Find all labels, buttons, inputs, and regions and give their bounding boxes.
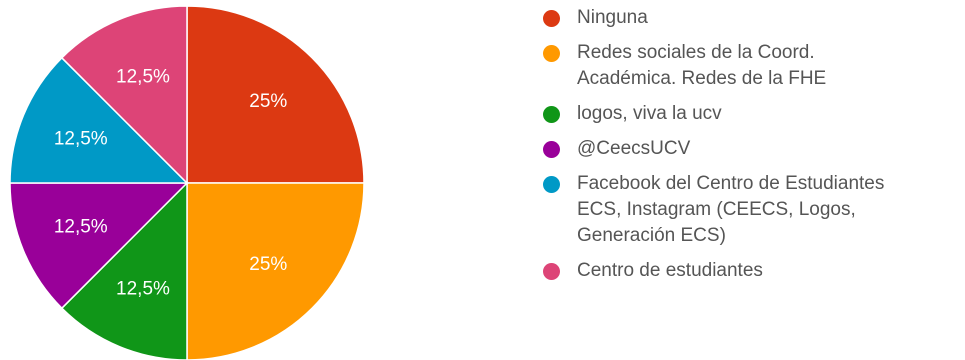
- legend-label-ceecsucv: @CeecsUCV: [577, 138, 691, 159]
- legend-label-facebook-centro: Facebook del Centro de Estudiantes ECS, …: [577, 173, 885, 246]
- chart-legend: Ninguna Redes sociales de la Coord. Acad…: [540, 5, 960, 293]
- legend-swatch-redes-sociales: [543, 45, 560, 62]
- pie-slice-0[interactable]: [186, 5, 365, 184]
- pie-data-label-2: 12,5%: [116, 279, 170, 300]
- pie-slice-4[interactable]: [9, 56, 189, 184]
- legend-item-centro-estudiantes[interactable]: Centro de estudiantes: [540, 258, 960, 284]
- legend-label-centro-estudiantes: Centro de estudiantes: [577, 260, 763, 281]
- pie-data-label-5: 12,5%: [116, 66, 170, 87]
- pie-slice-1[interactable]: [186, 182, 365, 360]
- legend-swatch-ninguna: [543, 10, 560, 27]
- legend-item-logos[interactable]: logos, viva la ucv: [540, 101, 960, 127]
- pie-slices: [9, 5, 365, 360]
- legend-item-redes-sociales[interactable]: Redes sociales de la Coord. Académica. R…: [540, 40, 960, 92]
- pie-slice-5[interactable]: [60, 5, 188, 185]
- pie-slice-3[interactable]: [9, 182, 189, 310]
- legend-swatch-logos: [543, 106, 560, 123]
- pie-data-label-4: 12,5%: [54, 128, 108, 149]
- legend-label-redes-sociales: Redes sociales de la Coord. Académica. R…: [577, 42, 827, 89]
- pie-chart: 25% 25% 12,5% 12,5% 12,5% 12,5%: [9, 5, 365, 360]
- legend-item-facebook-centro[interactable]: Facebook del Centro de Estudiantes ECS, …: [540, 171, 960, 249]
- legend-item-ceecsucv[interactable]: @CeecsUCV: [540, 136, 960, 162]
- legend-swatch-ceecsucv: [543, 141, 560, 158]
- legend-label-logos: logos, viva la ucv: [577, 103, 722, 124]
- pie-data-label-1: 25%: [249, 254, 287, 275]
- legend-swatch-facebook-centro: [543, 176, 560, 193]
- legend-item-ninguna[interactable]: Ninguna: [540, 5, 960, 31]
- pie-data-labels: 25% 25% 12,5% 12,5% 12,5% 12,5%: [54, 66, 288, 299]
- legend-label-ninguna: Ninguna: [577, 7, 648, 28]
- pie-data-label-3: 12,5%: [54, 217, 108, 238]
- legend-swatch-centro-estudiantes: [543, 263, 560, 280]
- pie-data-label-0: 25%: [249, 91, 287, 112]
